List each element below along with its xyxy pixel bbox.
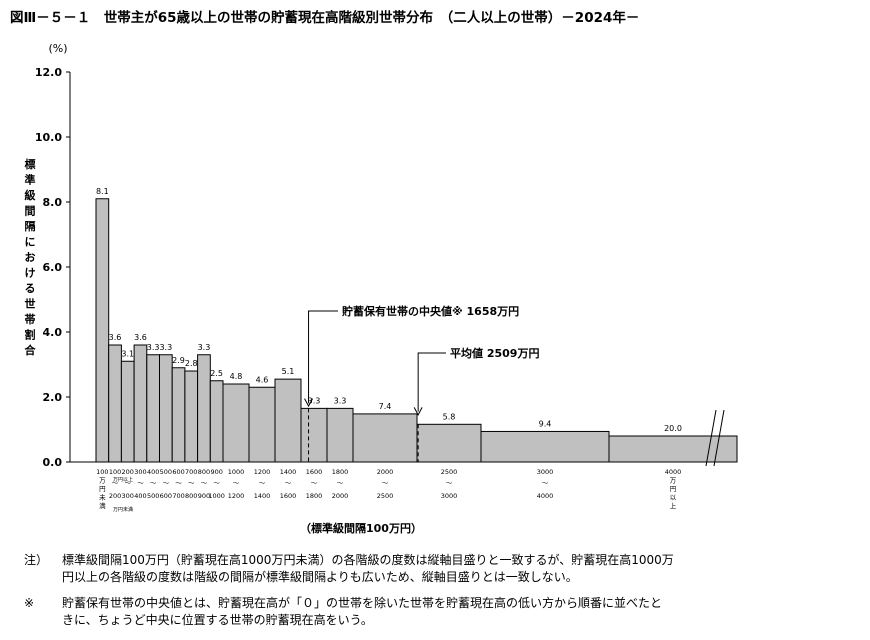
bar xyxy=(416,423,482,463)
bar xyxy=(209,380,224,463)
x-category-label: 2000 ～ 2500 xyxy=(377,468,394,500)
axis-break-mark xyxy=(705,409,717,467)
footnote-1: 注） 標準級間隔100万円（貯蓄現在高1000万円未満）の各階級の度数は縦軸目盛り… xyxy=(24,552,674,568)
mean-label: 平均値 2509万円 xyxy=(450,346,539,360)
y-tick-label: 10.0 xyxy=(35,131,62,144)
footnote-1-line-2: 円以上の各階級の度数は階級の間隔が標準級間隔よりも広いため、縦軸目盛りとは一致し… xyxy=(62,570,578,584)
x-category-label: 1600 ～ 1800 xyxy=(306,468,323,500)
x-category-label: 3000 ～ 4000 xyxy=(537,468,554,500)
bar xyxy=(608,435,738,463)
bar xyxy=(108,344,122,463)
bar xyxy=(222,383,250,463)
bar-value-label: 4.6 xyxy=(256,375,269,384)
x-axis-label: （標準級間隔100万円） xyxy=(300,522,422,535)
y-unit-label: (%) xyxy=(48,42,67,55)
bar xyxy=(197,354,211,463)
x-category-label: 400 ～ 500 xyxy=(147,468,159,500)
bar-value-label: 7.4 xyxy=(379,402,392,411)
bar xyxy=(184,370,199,463)
bar xyxy=(146,354,161,463)
x-category-label: 500 ～ 600 xyxy=(160,468,172,500)
bar xyxy=(480,430,610,463)
bar-value-label: 9.4 xyxy=(539,419,552,428)
bar-value-label: 3.3 xyxy=(334,396,347,405)
x-category-label: 100 ～ 200 xyxy=(109,468,121,500)
x-category-label: 1000 ～ 1200 xyxy=(228,468,245,500)
x-category-label: 1200 ～ 1400 xyxy=(254,468,271,500)
bar-value-label: 4.8 xyxy=(230,372,243,381)
bar xyxy=(120,360,135,463)
x-extra-label: 万円未満 xyxy=(113,506,133,513)
x-category-label: 600 ～ 700 xyxy=(172,468,184,500)
y-tick-label: 0.0 xyxy=(43,456,63,469)
histogram-chart: 0.02.04.06.08.010.012.0(%)標準級間隔における世帯割合 … xyxy=(25,42,738,513)
x-category-label: 900 ～ 1000 xyxy=(208,468,225,500)
bar-value-label: 3.3 xyxy=(308,396,321,405)
bar xyxy=(274,378,302,463)
footnote-2-line-2: きに、ちょうど中央に位置する世帯の貯蓄現在高をいう。 xyxy=(62,613,373,627)
bar-value-label: 3.3 xyxy=(147,343,160,352)
bar xyxy=(248,386,276,463)
x-extra-label: 万円以上 xyxy=(113,476,133,483)
y-tick-label: 6.0 xyxy=(43,261,63,274)
y-tick-label: 8.0 xyxy=(43,196,63,209)
x-category-label: 1400 ～ 1600 xyxy=(280,468,297,500)
bar-value-label: 2.9 xyxy=(172,356,185,365)
bar xyxy=(326,407,354,463)
y-tick-label: 2.0 xyxy=(43,391,63,404)
footnote-1-line-1: 標準級間隔100万円（貯蓄現在高1000万円未満）の各階級の度数は縦軸目盛りと一… xyxy=(62,553,674,567)
median-callout xyxy=(308,310,338,403)
x-category-label: 2500 ～ 3000 xyxy=(441,468,458,500)
footnote-2: ※ 貯蓄保有世帯の中央値とは、貯蓄現在高が「０」の世帯を除いた世帯を貯蓄現在高の低… xyxy=(24,595,662,611)
bar-value-label: 5.8 xyxy=(443,412,456,421)
y-axis-title: 標準級間隔における世帯割合 xyxy=(25,157,37,357)
bar-value-label: 8.1 xyxy=(96,187,109,196)
bar-value-label: 20.0 xyxy=(664,424,682,433)
bar xyxy=(171,367,186,463)
x-category-label: 1800 ～ 2000 xyxy=(332,468,349,500)
x-category-label: 4000 万円以上 xyxy=(665,468,682,510)
x-category-label: 100 万円未満 xyxy=(96,468,108,510)
median-label: 貯蓄保有世帯の中央値※ 1658万円 xyxy=(342,304,519,318)
bars: 8.13.63.13.63.3 3.32.9 2.83.32.5 4.8 4.65.13… xyxy=(70,187,738,467)
bar xyxy=(95,198,110,463)
footnote-2-mark: ※ xyxy=(24,596,35,610)
footnote-1-mark: 注） xyxy=(24,553,49,567)
bar-value-label: 2.8 xyxy=(185,359,198,368)
x-category-label: 300 ～ 400 xyxy=(134,468,146,500)
x-category-label: 800 ～ 900 xyxy=(198,468,210,500)
y-tick-label: 4.0 xyxy=(43,326,63,339)
y-tick-label: 12.0 xyxy=(35,66,62,79)
bar xyxy=(159,354,173,463)
bar-value-label: 3.1 xyxy=(121,349,134,358)
bar-value-label: 5.1 xyxy=(282,367,295,376)
chart-title: 図Ⅲ－５－１ 世帯主が65歳以上の世帯の貯蓄現在高階級別世帯分布 （二人以上の世… xyxy=(10,10,640,26)
axis-break-mark xyxy=(713,409,725,467)
bar xyxy=(352,413,418,463)
bar-value-label: 2.5 xyxy=(210,369,223,378)
mean-arrowhead xyxy=(413,407,423,416)
x-category-label: 700 ～ 800 xyxy=(185,468,197,500)
bar-value-label: 3.6 xyxy=(109,333,122,342)
bar xyxy=(300,407,328,463)
footnote-2-line-1: 貯蓄保有世帯の中央値とは、貯蓄現在高が「０」の世帯を除いた世帯を貯蓄現在高の低い… xyxy=(62,596,663,610)
x-category-label: 200 ～ 300 xyxy=(122,468,134,500)
median-arrowhead xyxy=(304,398,313,408)
bar xyxy=(133,344,148,463)
bar-value-label: 3.3 xyxy=(159,343,172,352)
y-axis: 0.0 2.0 4.0 6.0 8.0 10.0 12.0 (%) 標準級間隔における世帯割合 xyxy=(25,42,71,469)
bar-value-label: 3.3 xyxy=(198,343,211,352)
mean-callout xyxy=(417,352,446,412)
bar-value-label: 3.6 xyxy=(134,333,147,342)
